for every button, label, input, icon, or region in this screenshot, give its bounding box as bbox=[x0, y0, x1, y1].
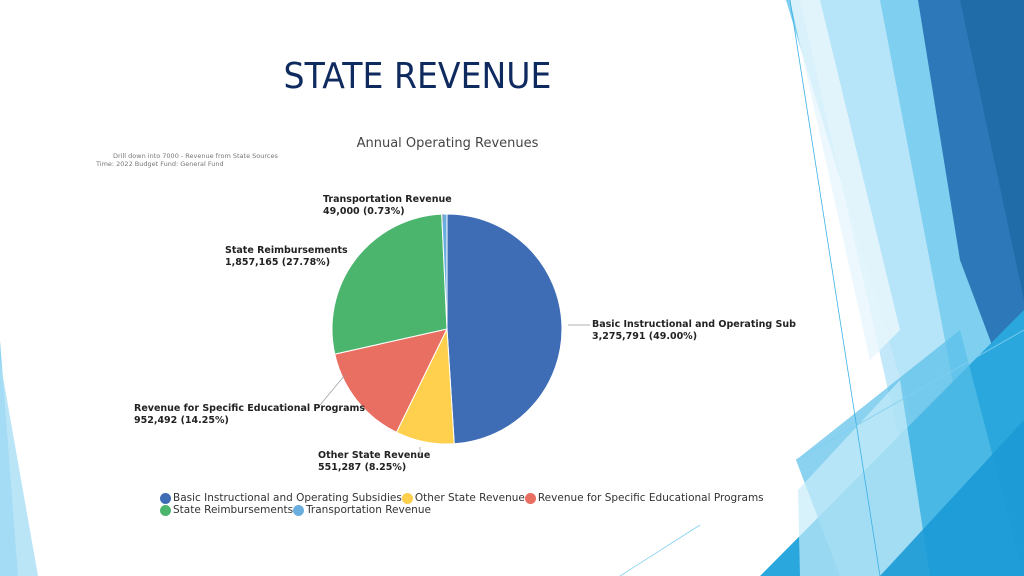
legend-item[interactable]: Basic Instructional and Operating Subsid… bbox=[160, 492, 402, 504]
legend-item[interactable]: Revenue for Specific Educational Program… bbox=[524, 492, 764, 504]
legend-label: Basic Instructional and Operating Subsid… bbox=[173, 492, 402, 504]
legend-row: Basic Instructional and Operating Subsid… bbox=[160, 492, 780, 504]
chart-legend: Basic Instructional and Operating Subsid… bbox=[160, 492, 780, 516]
deco-bottom-deep bbox=[880, 420, 1024, 576]
slice-label-name: Other State Revenue bbox=[318, 450, 430, 461]
pie-slice-state-reimbursements[interactable] bbox=[331, 213, 448, 355]
slice-label-value: 3,275,791 (49.00%) bbox=[592, 331, 697, 342]
deco-bottom-pale bbox=[798, 380, 930, 576]
legend-item[interactable]: State Reimbursements bbox=[160, 504, 293, 516]
pie-slice-transportation-revenue[interactable] bbox=[441, 213, 448, 330]
slice-label-name: State Reimbursements bbox=[225, 245, 348, 256]
deco-left-shard-light bbox=[0, 360, 38, 576]
deco-line-1 bbox=[789, 0, 881, 576]
slice-label-value: 49,000 (0.73%) bbox=[323, 206, 405, 217]
slide-title: STATE REVENUE bbox=[283, 56, 552, 97]
slice-label-name: Revenue for Specific Educational Program… bbox=[134, 403, 365, 414]
legend-item[interactable]: Other State Revenue bbox=[401, 492, 525, 504]
legend-swatch-icon bbox=[160, 492, 171, 504]
legend-swatch-icon bbox=[293, 504, 305, 516]
slice-label-name: Basic Instructional and Operating Sub bbox=[592, 319, 796, 330]
legend-swatch-icon bbox=[160, 504, 171, 516]
slice-label-value: 952,492 (14.25%) bbox=[134, 415, 229, 426]
slice-label-value: 1,857,165 (27.78%) bbox=[225, 257, 330, 268]
legend-swatch-icon bbox=[524, 492, 536, 504]
slice-label-value: 551,287 (8.25%) bbox=[318, 462, 406, 473]
legend-swatch-icon bbox=[401, 492, 413, 504]
pie-slice-basic-instructional-and-operating-subsidies[interactable] bbox=[446, 213, 563, 445]
legend-label: State Reimbursements bbox=[173, 504, 294, 516]
filter-note: Time: 2022 Budget Fund: General Fund bbox=[96, 160, 224, 168]
legend-label: Transportation Revenue bbox=[306, 504, 431, 516]
legend-item[interactable]: Transportation Revenue bbox=[293, 504, 431, 516]
drilldown-note: Drill down into 7000 - Revenue from Stat… bbox=[113, 152, 278, 160]
legend-row: State Reimbursements Transportation Reven… bbox=[160, 504, 780, 516]
legend-label: Revenue for Specific Educational Program… bbox=[537, 492, 764, 504]
deco-line-2 bbox=[619, 524, 701, 576]
deco-right-white bbox=[790, 0, 900, 360]
slice-label-name: Transportation Revenue bbox=[323, 194, 452, 205]
pie-slice-revenue-for-specific-educational-programs[interactable] bbox=[334, 328, 448, 433]
deco-line-3 bbox=[795, 329, 1024, 461]
chart-title: Annual Operating Revenues bbox=[356, 136, 539, 151]
legend-label: Other State Revenue bbox=[414, 492, 525, 504]
deco-right-darker bbox=[960, 0, 1024, 300]
label-leader-line bbox=[319, 374, 346, 406]
